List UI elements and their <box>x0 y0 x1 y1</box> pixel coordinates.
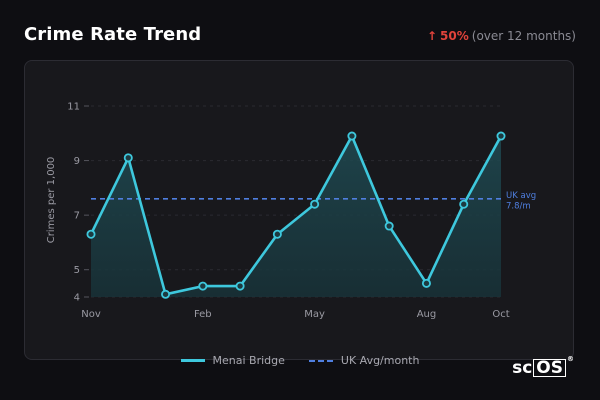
x-tick-label: Nov <box>81 309 101 320</box>
x-tick-label: Feb <box>194 309 212 320</box>
data-point <box>198 281 208 291</box>
change-period: (over 12 months) <box>471 29 576 43</box>
y-tick-label: 5 <box>74 265 80 276</box>
y-tick-label: 9 <box>74 156 80 167</box>
x-tick-label: May <box>304 309 325 320</box>
data-point <box>384 221 394 231</box>
y-tick-label: 4 <box>74 293 80 304</box>
change-indicator: ↑ 50% (over 12 months) <box>427 29 576 43</box>
y-axis-label: Crimes per 1,000 <box>46 157 57 244</box>
y-tick-label: 7 <box>74 211 80 222</box>
data-point <box>459 199 469 209</box>
data-point <box>496 131 506 141</box>
registered-mark: ® <box>567 355 574 363</box>
data-points <box>86 131 506 299</box>
legend-label-average: UK Avg/month <box>340 354 420 367</box>
series-line <box>89 134 503 296</box>
brand-boxed-text: OS <box>533 359 566 377</box>
average-label-line2: 7.8/m <box>506 201 531 211</box>
x-tick-label: Oct <box>492 309 509 320</box>
average-label-line1: UK avg <box>506 191 536 201</box>
legend-swatch-dashed <box>308 359 333 362</box>
x-tick-label: Aug <box>417 309 437 320</box>
data-point <box>123 153 133 163</box>
data-point <box>421 278 431 288</box>
legend-item-series[interactable]: Menai Bridge <box>180 354 285 367</box>
legend-swatch-solid <box>180 359 205 362</box>
arrow-up-icon: ↑ <box>426 29 438 43</box>
chart-legend: Menai Bridge UK Avg/month <box>0 354 600 367</box>
legend-label-series: Menai Bridge <box>212 354 285 367</box>
data-point <box>161 289 171 299</box>
area-fill <box>91 136 501 297</box>
data-point <box>235 281 245 291</box>
y-tick-label: 11 <box>67 102 80 113</box>
brand-logo: sc OS ® <box>512 355 574 378</box>
series-line-group <box>89 134 503 296</box>
data-point <box>86 229 96 239</box>
data-point <box>310 199 320 209</box>
data-point <box>347 131 357 141</box>
change-percent: 50% <box>440 29 469 43</box>
legend-item-average[interactable]: UK Avg/month <box>308 354 420 367</box>
page-title: Crime Rate Trend <box>24 24 202 45</box>
x-tick-labels: Nov Feb May Aug Oct <box>81 309 509 320</box>
series-area <box>91 136 501 297</box>
data-point <box>272 229 282 239</box>
brand-prefix: sc <box>512 358 533 378</box>
y-tick-labels: 4 5 7 9 11 <box>67 102 89 304</box>
